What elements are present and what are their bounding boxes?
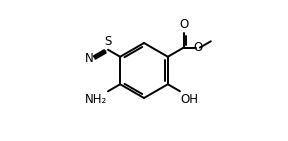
Text: O: O (193, 41, 202, 54)
Text: S: S (104, 35, 112, 48)
Text: O: O (179, 18, 188, 31)
Text: NH₂: NH₂ (85, 93, 107, 106)
Text: N: N (84, 52, 93, 65)
Text: OH: OH (181, 93, 199, 106)
